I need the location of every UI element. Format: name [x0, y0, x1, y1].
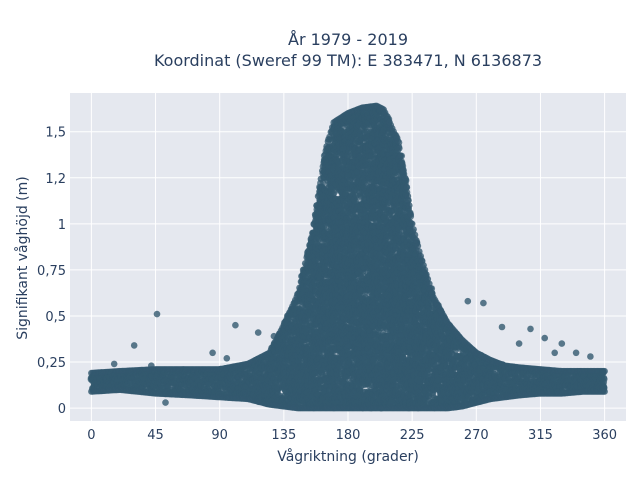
chart-title-line-1: År 1979 - 2019	[288, 30, 408, 49]
data-points	[87, 102, 608, 412]
chart-title-line-2: Koordinat (Sweref 99 TM): E 383471, N 61…	[154, 51, 542, 70]
data-point	[205, 380, 212, 388]
